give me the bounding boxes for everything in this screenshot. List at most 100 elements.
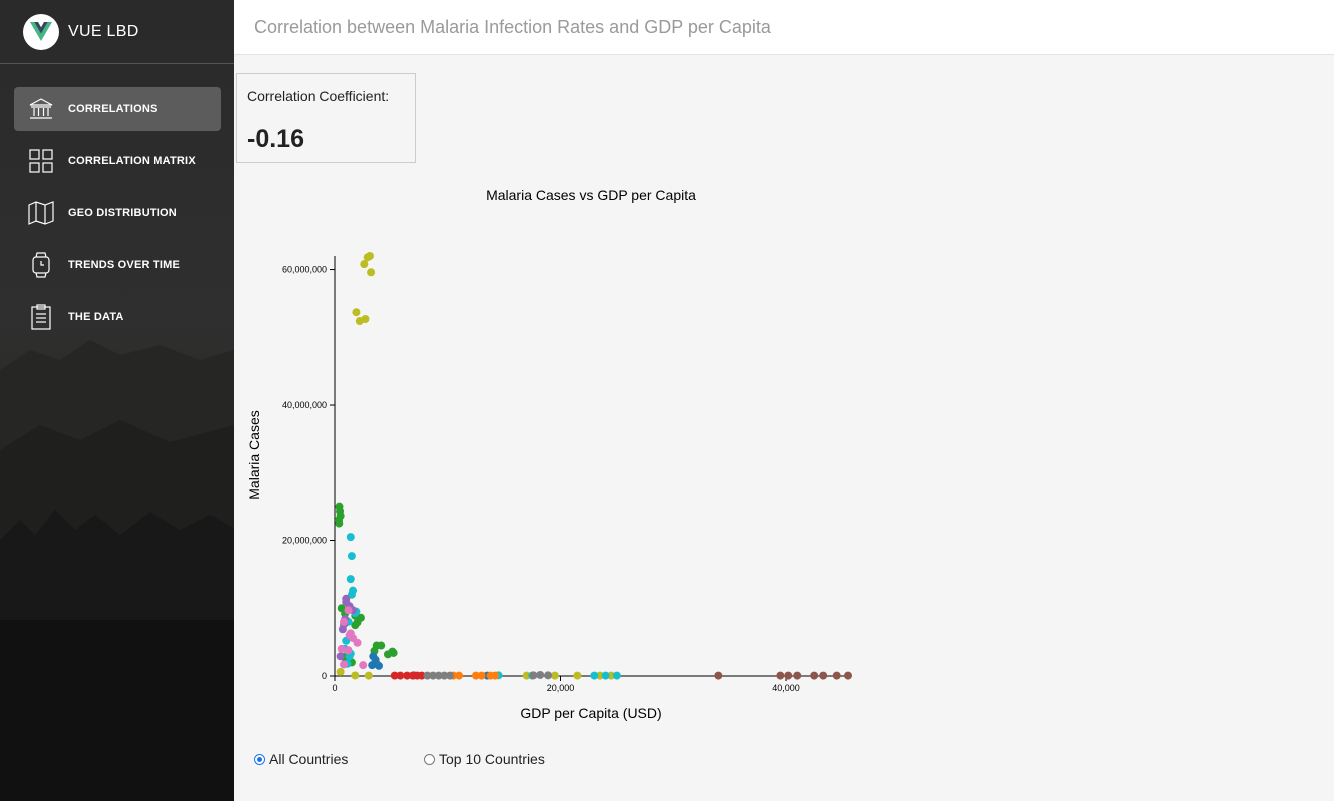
- data-point[interactable]: [491, 671, 500, 680]
- data-point[interactable]: [607, 671, 616, 680]
- data-point[interactable]: [344, 606, 353, 615]
- sidebar-item-label: CORRELATIONS: [68, 103, 158, 115]
- x-tick-label: 40,000: [772, 683, 800, 693]
- data-point[interactable]: [337, 644, 346, 653]
- data-point[interactable]: [390, 671, 399, 680]
- x-tick-label: 0: [332, 683, 337, 693]
- top-navbar: Correlation between Malaria Infection Ra…: [234, 0, 1341, 55]
- y-tick-label: 40,000,000: [282, 400, 327, 410]
- data-point[interactable]: [832, 671, 841, 680]
- radio-unselected-icon[interactable]: [424, 753, 435, 765]
- data-point[interactable]: [359, 661, 368, 670]
- data-point[interactable]: [536, 670, 545, 679]
- data-point[interactable]: [346, 533, 355, 542]
- radio-label: All Countries: [269, 751, 349, 767]
- sidebar-item-label: THE DATA: [68, 311, 124, 323]
- data-point[interactable]: [336, 652, 345, 661]
- data-point[interactable]: [429, 671, 438, 680]
- data-point[interactable]: [365, 252, 374, 260]
- data-point[interactable]: [573, 671, 582, 680]
- data-point[interactable]: [440, 671, 449, 680]
- data-point[interactable]: [529, 671, 538, 680]
- data-point[interactable]: [810, 671, 819, 680]
- data-point[interactable]: [714, 671, 723, 680]
- data-point[interactable]: [590, 671, 599, 680]
- y-tick-label: 20,000,000: [282, 536, 327, 546]
- sidebar: VUE LBD CORRELATIONS: [0, 0, 234, 801]
- data-point[interactable]: [471, 671, 480, 680]
- data-point[interactable]: [344, 646, 353, 655]
- data-point[interactable]: [346, 575, 355, 584]
- top-10-countries-radio[interactable]: Top 10 Countries: [424, 751, 545, 767]
- sidebar-item-trends-over-time[interactable]: TRENDS OVER TIME: [14, 243, 221, 287]
- grid-icon: [28, 148, 54, 174]
- data-point[interactable]: [364, 671, 373, 680]
- data-point[interactable]: [335, 519, 344, 528]
- data-point[interactable]: [361, 315, 370, 323]
- data-point[interactable]: [374, 661, 383, 670]
- x-tick-label: 20,000: [547, 683, 575, 693]
- data-point[interactable]: [360, 260, 369, 269]
- data-point[interactable]: [601, 671, 610, 680]
- bank-icon: [28, 96, 54, 122]
- data-point[interactable]: [347, 590, 356, 599]
- data-point[interactable]: [352, 308, 361, 317]
- data-point[interactable]: [340, 660, 349, 669]
- sidebar-item-label: TRENDS OVER TIME: [68, 259, 180, 271]
- data-point[interactable]: [417, 671, 426, 680]
- brand[interactable]: VUE LBD: [0, 0, 234, 64]
- data-point[interactable]: [844, 671, 852, 680]
- page-title: Correlation between Malaria Infection Ra…: [254, 17, 771, 37]
- data-point[interactable]: [340, 617, 349, 626]
- data-point[interactable]: [819, 671, 828, 680]
- x-axis-label: GDP per Capita (USD): [520, 705, 661, 721]
- sidebar-item-label: CORRELATION MATRIX: [68, 155, 196, 167]
- data-point[interactable]: [345, 652, 354, 661]
- data-point[interactable]: [403, 671, 412, 680]
- data-point[interactable]: [423, 671, 432, 680]
- data-point[interactable]: [793, 671, 802, 680]
- vue-logo-icon: [23, 13, 59, 50]
- data-point[interactable]: [396, 671, 405, 680]
- sidebar-item-geo-distribution[interactable]: GEO DISTRIBUTION: [14, 191, 221, 235]
- sidebar-nav: CORRELATIONS CORRELATION MATRIX: [0, 87, 234, 339]
- data-point[interactable]: [351, 671, 360, 680]
- data-point[interactable]: [544, 671, 553, 680]
- data-point[interactable]: [550, 671, 559, 680]
- all-countries-radio[interactable]: All Countries: [254, 751, 348, 767]
- data-point[interactable]: [612, 671, 621, 680]
- data-point[interactable]: [455, 671, 464, 680]
- coefficient-label: Correlation Coefficient:: [247, 88, 390, 104]
- sidebar-item-the-data[interactable]: THE DATA: [14, 295, 221, 339]
- watch-icon: [28, 252, 54, 278]
- data-point[interactable]: [377, 641, 386, 650]
- brand-title: VUE LBD: [68, 22, 139, 40]
- data-point[interactable]: [477, 671, 486, 680]
- data-point[interactable]: [595, 671, 604, 680]
- chart-points: [334, 252, 852, 680]
- data-point[interactable]: [784, 671, 793, 680]
- data-point[interactable]: [336, 667, 345, 676]
- y-axis-label: Malaria Cases: [246, 410, 262, 499]
- data-point[interactable]: [446, 671, 455, 680]
- data-point[interactable]: [383, 650, 392, 659]
- sidebar-background-image: [0, 340, 234, 801]
- coefficient-value: -0.16: [247, 125, 304, 153]
- radio-selected-icon[interactable]: [254, 753, 265, 765]
- main-content: Correlation Coefficient: -0.16 Malaria C…: [234, 55, 1341, 801]
- chart-title: Malaria Cases vs GDP per Capita: [486, 187, 696, 203]
- scatter-chart: Malaria Cases vs GDP per Capita 0 20,000,…: [246, 187, 852, 721]
- y-tick-label: 0: [322, 671, 327, 681]
- radio-label: Top 10 Countries: [439, 751, 545, 767]
- data-point[interactable]: [347, 552, 356, 561]
- data-point[interactable]: [434, 671, 443, 680]
- data-point[interactable]: [776, 671, 785, 680]
- data-point[interactable]: [353, 638, 362, 647]
- data-point[interactable]: [367, 268, 376, 277]
- data-point[interactable]: [368, 661, 377, 670]
- sidebar-item-correlations[interactable]: CORRELATIONS: [14, 87, 221, 131]
- data-point[interactable]: [351, 621, 360, 630]
- data-point[interactable]: [522, 671, 531, 680]
- sidebar-item-correlation-matrix[interactable]: CORRELATION MATRIX: [14, 139, 221, 183]
